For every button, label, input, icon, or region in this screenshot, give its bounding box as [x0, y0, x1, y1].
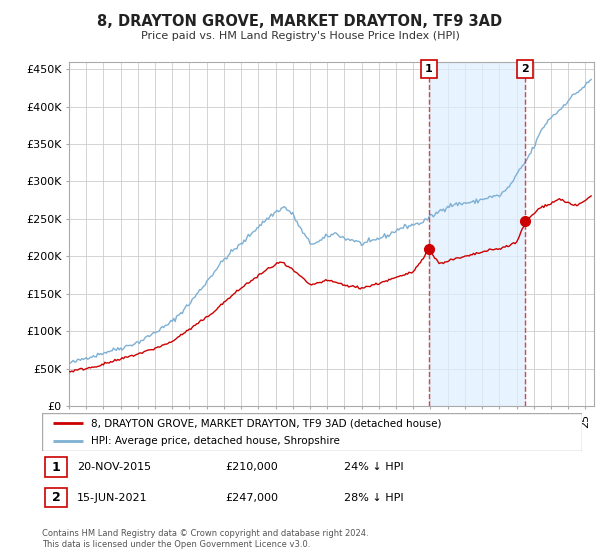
Text: £247,000: £247,000	[226, 493, 278, 503]
Text: 15-JUN-2021: 15-JUN-2021	[77, 493, 148, 503]
Bar	[429, 62, 525, 406]
FancyBboxPatch shape	[45, 458, 67, 477]
Text: £210,000: £210,000	[226, 462, 278, 472]
Text: HPI: Average price, detached house, Shropshire: HPI: Average price, detached house, Shro…	[91, 436, 340, 446]
Text: 8, DRAYTON GROVE, MARKET DRAYTON, TF9 3AD (detached house): 8, DRAYTON GROVE, MARKET DRAYTON, TF9 3A…	[91, 418, 441, 428]
Text: 8, DRAYTON GROVE, MARKET DRAYTON, TF9 3AD: 8, DRAYTON GROVE, MARKET DRAYTON, TF9 3A…	[97, 14, 503, 29]
Text: 24% ↓ HPI: 24% ↓ HPI	[344, 462, 404, 472]
FancyBboxPatch shape	[45, 488, 67, 507]
FancyBboxPatch shape	[42, 413, 582, 451]
Text: 28% ↓ HPI: 28% ↓ HPI	[344, 493, 404, 503]
Text: 20-NOV-2015: 20-NOV-2015	[77, 462, 151, 472]
Text: This data is licensed under the Open Government Licence v3.0.: This data is licensed under the Open Gov…	[42, 540, 310, 549]
Text: Contains HM Land Registry data © Crown copyright and database right 2024.: Contains HM Land Registry data © Crown c…	[42, 529, 368, 538]
Text: 2: 2	[52, 491, 61, 504]
Text: 1: 1	[425, 64, 433, 74]
Text: 2: 2	[521, 64, 529, 74]
Text: Price paid vs. HM Land Registry's House Price Index (HPI): Price paid vs. HM Land Registry's House …	[140, 31, 460, 41]
Text: 1: 1	[52, 461, 61, 474]
